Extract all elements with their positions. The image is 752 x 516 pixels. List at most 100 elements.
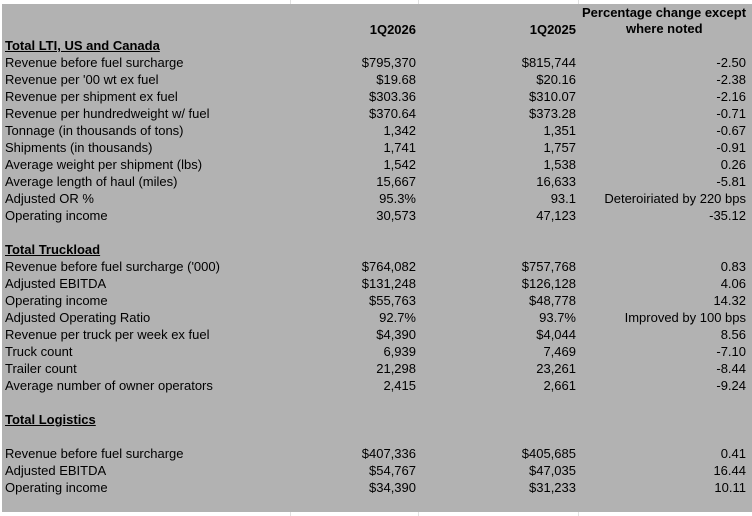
row-label[interactable]: Adjusted EBITDA (5, 463, 107, 478)
row-label[interactable]: Adjusted OR % (5, 191, 94, 206)
cell-1q2025[interactable]: 16,633 (536, 174, 576, 189)
cell-1q2025[interactable]: $310.07 (529, 89, 576, 104)
header-row: 1Q2026 1Q2025 Percentage change except w… (2, 4, 752, 38)
row-label[interactable]: Adjusted EBITDA (5, 276, 107, 291)
header-pct-change-line2[interactable]: where noted (626, 21, 703, 36)
row-label[interactable]: Average number of owner operators (5, 378, 213, 393)
cell-1q2026[interactable]: $55,763 (369, 293, 416, 308)
cell-1q2026[interactable]: $54,767 (369, 463, 416, 478)
cell-pct-change[interactable]: 0.41 (720, 446, 746, 461)
cell-1q2025[interactable]: 93.1 (550, 191, 576, 206)
row-label[interactable]: Revenue per '00 wt ex fuel (5, 72, 159, 87)
table-row: Operating income $55,763 $48,778 14.32 (2, 292, 752, 309)
section-title[interactable]: Total Truckload (5, 242, 101, 257)
cell-1q2025[interactable]: 47,123 (536, 208, 576, 223)
cell-1q2026[interactable]: $795,370 (361, 55, 416, 70)
cell-pct-change[interactable]: -0.91 (716, 140, 746, 155)
cell-1q2026[interactable]: 1,542 (383, 157, 416, 172)
section-title[interactable]: Total Logistics (5, 412, 96, 427)
cell-pct-change[interactable]: -0.67 (716, 123, 746, 138)
cell-1q2026[interactable]: 1,342 (383, 123, 416, 138)
cell-1q2026[interactable]: 15,667 (376, 174, 416, 189)
row-label[interactable]: Revenue before fuel surcharge ('000) (5, 259, 220, 274)
cell-1q2025[interactable]: $47,035 (529, 463, 576, 478)
cell-pct-change[interactable]: -35.12 (709, 208, 746, 223)
cell-1q2025[interactable]: 1,351 (543, 123, 576, 138)
cell-1q2025[interactable]: $405,685 (521, 446, 576, 461)
row-label[interactable]: Revenue before fuel surcharge (5, 55, 184, 70)
header-1q2026[interactable]: 1Q2026 (369, 22, 416, 37)
cell-1q2026[interactable]: $370.64 (369, 106, 416, 121)
section-title-row: Total LTI, US and Canada (2, 37, 752, 54)
cell-1q2026[interactable]: $131,248 (361, 276, 416, 291)
header-pct-change-line1[interactable]: Percentage change except (582, 5, 747, 20)
cell-pct-change[interactable]: 14.32 (713, 293, 746, 308)
cell-pct-change[interactable]: -9.24 (716, 378, 746, 393)
cell-1q2025[interactable]: 93.7% (539, 310, 576, 325)
row-label[interactable]: Tonnage (in thousands of tons) (5, 123, 184, 138)
cell-1q2025[interactable]: $4,044 (536, 327, 576, 342)
row-label[interactable]: Average length of haul (miles) (5, 174, 178, 189)
row-label[interactable]: Truck count (5, 344, 73, 359)
row-label[interactable]: Revenue before fuel surcharge (5, 446, 184, 461)
table-row: Average length of haul (miles) 15,667 16,6… (2, 173, 752, 190)
cell-pct-change[interactable]: -2.16 (716, 89, 746, 104)
cell-pct-change[interactable]: 4.06 (720, 276, 746, 291)
header-1q2025[interactable]: 1Q2025 (529, 22, 576, 37)
cell-pct-change[interactable]: 8.56 (720, 327, 746, 342)
cell-pct-change[interactable]: -2.50 (716, 55, 746, 70)
cell-pct-change[interactable]: 10.11 (714, 480, 746, 495)
cell-pct-change[interactable]: 16.44 (713, 463, 746, 478)
cell-pct-change[interactable]: -2.38 (716, 72, 746, 87)
cell-1q2025[interactable]: $31,233 (529, 480, 576, 495)
cell-1q2026[interactable]: $34,390 (369, 480, 416, 495)
cell-1q2026[interactable]: 6,939 (383, 344, 416, 359)
row-label[interactable]: Trailer count (5, 361, 77, 376)
table-row: Tonnage (in thousands of tons) 1,342 1,351… (2, 122, 752, 139)
row-label[interactable]: Revenue per truck per week ex fuel (5, 327, 210, 342)
cell-1q2025[interactable]: 7,469 (543, 344, 576, 359)
row-label[interactable]: Operating income (5, 480, 108, 495)
cell-pct-change[interactable]: -0.71 (716, 106, 746, 121)
section-title[interactable]: Total LTI, US and Canada (5, 38, 160, 53)
cell-1q2026[interactable]: 2,415 (383, 378, 416, 393)
cell-1q2025[interactable]: $126,128 (521, 276, 576, 291)
cell-pct-change[interactable]: Deteroiriated by 220 bps (604, 191, 746, 206)
cell-1q2025[interactable]: $20.16 (536, 72, 576, 87)
cell-1q2025[interactable]: 1,757 (543, 140, 576, 155)
cell-pct-change[interactable]: -7.10 (716, 344, 746, 359)
row-label[interactable]: Adjusted Operating Ratio (5, 310, 151, 325)
cell-1q2025[interactable]: 1,538 (543, 157, 576, 172)
cell-1q2026[interactable]: $19.68 (376, 72, 416, 87)
cell-1q2026[interactable]: $764,082 (361, 259, 416, 274)
spreadsheet: 1Q2026 1Q2025 Percentage change except w… (2, 4, 752, 512)
table-row: Revenue per '00 wt ex fuel $19.68 $20.16 -2… (2, 71, 752, 88)
row-label[interactable]: Average weight per shipment (lbs) (5, 157, 203, 172)
row-label[interactable]: Revenue per hundredweight w/ fuel (5, 106, 210, 121)
cell-1q2026[interactable]: 30,573 (376, 208, 416, 223)
cell-1q2025[interactable]: 2,661 (543, 378, 576, 393)
row-label[interactable]: Revenue per shipment ex fuel (5, 89, 178, 104)
cell-1q2025[interactable]: 23,261 (536, 361, 576, 376)
cell-1q2026[interactable]: 92.7% (379, 310, 416, 325)
cell-1q2025[interactable]: $815,744 (521, 55, 576, 70)
cell-1q2026[interactable]: $303.36 (369, 89, 416, 104)
cell-pct-change[interactable]: 0.26 (720, 157, 746, 172)
cell-pct-change[interactable]: Improved by 100 bps (624, 310, 746, 325)
cell-1q2026[interactable]: 1,741 (383, 140, 416, 155)
grid-bottom (0, 512, 752, 516)
cell-1q2025[interactable]: $48,778 (529, 293, 576, 308)
cell-1q2026[interactable]: 21,298 (376, 361, 416, 376)
cell-1q2025[interactable]: $373.28 (529, 106, 576, 121)
cell-1q2026[interactable]: 95.3% (379, 191, 416, 206)
cell-pct-change[interactable]: -5.81 (716, 174, 746, 189)
cell-1q2026[interactable]: $4,390 (376, 327, 416, 342)
row-label[interactable]: Shipments (in thousands) (5, 140, 153, 155)
table-row: Shipments (in thousands) 1,741 1,757 -0.91 (2, 139, 752, 156)
row-label[interactable]: Operating income (5, 293, 108, 308)
cell-pct-change[interactable]: -8.44 (716, 361, 746, 376)
cell-pct-change[interactable]: 0.83 (720, 259, 746, 274)
cell-1q2025[interactable]: $757,768 (521, 259, 576, 274)
row-label[interactable]: Operating income (5, 208, 108, 223)
cell-1q2026[interactable]: $407,336 (361, 446, 416, 461)
